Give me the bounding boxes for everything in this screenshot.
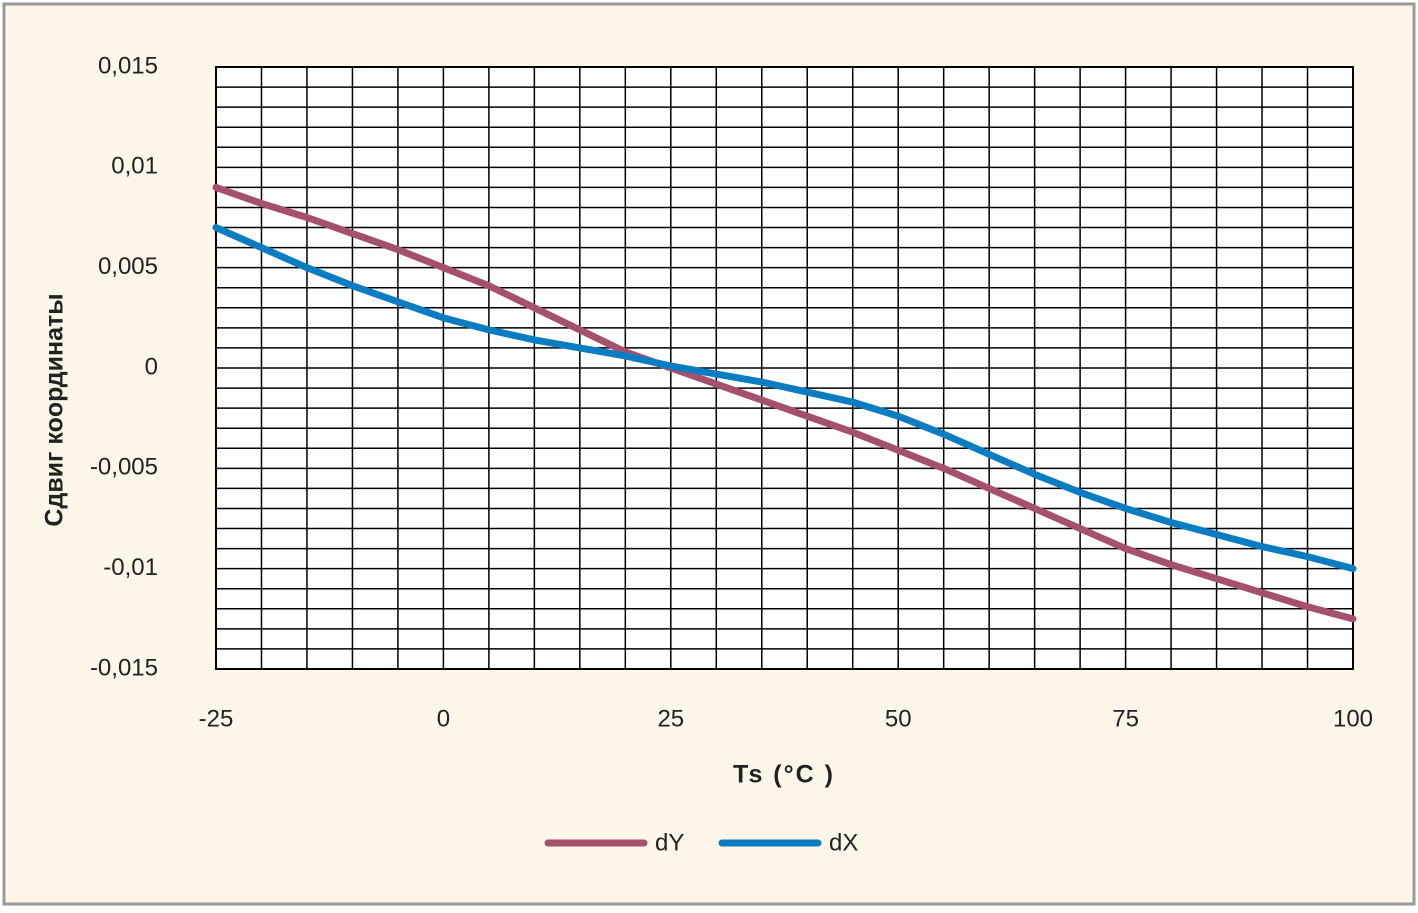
- y-tick-label: -0,015: [90, 654, 158, 681]
- x-tick-label: 100: [1333, 705, 1373, 732]
- x-tick-label: 25: [657, 705, 684, 732]
- legend-label: dX: [829, 829, 858, 856]
- x-tick-label: 75: [1112, 705, 1139, 732]
- y-axis-label: Сдвиг координаты: [41, 293, 69, 526]
- x-tick-label: -25: [199, 705, 234, 732]
- x-tick-label: 0: [437, 705, 450, 732]
- y-tick-label: 0,005: [98, 253, 158, 280]
- y-tick-label: 0,015: [98, 52, 158, 79]
- x-tick-label: 50: [885, 705, 912, 732]
- y-tick-label: -0,01: [103, 554, 158, 581]
- legend-label: dY: [655, 829, 684, 856]
- y-tick-label: -0,005: [90, 454, 158, 481]
- data-line: [212, 183, 1357, 623]
- data-line: [212, 224, 1357, 573]
- y-tick-label: 0: [145, 353, 158, 380]
- y-tick-label: 0,01: [111, 153, 158, 180]
- plot-border: [215, 66, 1354, 670]
- x-axis-label: Ts (°C ): [733, 761, 835, 789]
